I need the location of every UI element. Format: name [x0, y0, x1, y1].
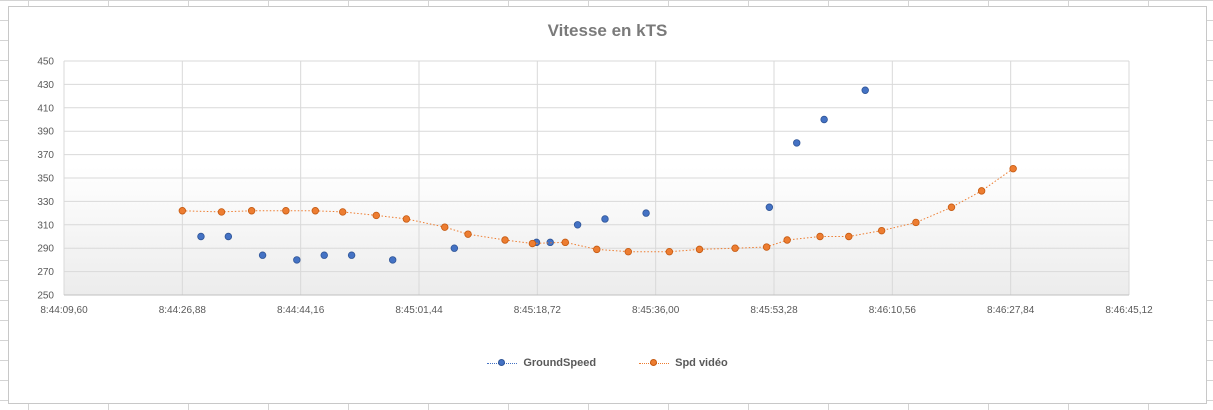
data-point-groundspeed	[347, 251, 356, 259]
data-point-spd-vid-o	[947, 203, 956, 211]
data-point-groundspeed	[293, 256, 301, 264]
data-point-spd-vid-o	[762, 243, 771, 251]
legend-label-spd-video: Spd vidéo	[675, 357, 728, 370]
data-point-spd-vid-o	[1009, 164, 1017, 173]
series-line-spd-vid-o	[182, 168, 1014, 253]
data-point-spd-vid-o	[528, 239, 537, 248]
y-tick-label: 270	[37, 267, 54, 278]
data-point-spd-vid-o	[402, 215, 411, 223]
data-point-spd-vid-o	[441, 223, 449, 231]
y-tick-label: 350	[37, 174, 54, 185]
x-tick-label: 8:45:36,00	[632, 305, 680, 316]
data-point-spd-vid-o	[845, 232, 853, 241]
data-point-groundspeed	[389, 256, 397, 264]
data-point-groundspeed	[861, 86, 869, 94]
data-point-spd-vid-o	[282, 207, 290, 215]
y-tick-label: 390	[37, 127, 54, 138]
data-point-spd-vid-o	[339, 208, 347, 216]
chart-legend: GroundSpeed Spd vidéo	[9, 357, 1206, 369]
data-point-spd-vid-o	[977, 187, 986, 195]
data-point-spd-vid-o	[372, 211, 380, 220]
data-point-groundspeed	[320, 251, 328, 259]
data-point-spd-vid-o	[593, 245, 601, 254]
data-point-spd-vid-o	[561, 238, 569, 247]
x-tick-label: 8:46:45,12	[1105, 305, 1153, 316]
chart-title: Vitesse en kTS	[547, 21, 668, 40]
x-tick-label: 8:44:26,88	[159, 305, 207, 316]
y-tick-label: 410	[37, 103, 54, 114]
y-tick-label: 330	[37, 197, 54, 208]
x-tick-label: 8:45:18,72	[514, 305, 562, 316]
y-tick-label: 250	[37, 291, 54, 302]
x-tick-label: 8:44:44,16	[277, 305, 325, 316]
data-point-groundspeed	[197, 232, 205, 241]
x-tick-label: 8:46:27,84	[987, 305, 1035, 316]
data-point-spd-vid-o	[783, 236, 791, 244]
data-point-spd-vid-o	[464, 230, 472, 238]
data-point-spd-vid-o	[912, 218, 920, 227]
data-point-groundspeed	[765, 203, 774, 211]
data-point-spd-vid-o	[695, 245, 704, 254]
data-point-spd-vid-o	[877, 226, 886, 235]
data-point-groundspeed	[224, 232, 233, 241]
data-point-spd-vid-o	[731, 244, 739, 252]
y-tick-label: 450	[37, 57, 54, 68]
data-point-spd-vid-o	[501, 236, 509, 244]
data-point-spd-vid-o	[665, 248, 674, 256]
x-tick-label: 8:45:01,44	[395, 305, 443, 316]
data-point-groundspeed	[450, 244, 459, 252]
y-tick-label: 290	[37, 244, 54, 255]
data-point-groundspeed	[642, 209, 650, 217]
data-point-spd-vid-o	[311, 207, 320, 215]
legend-item-groundspeed: GroundSpeed	[487, 357, 596, 369]
legend-item-spd-video: Spd vidéo	[639, 357, 728, 369]
data-point-groundspeed	[546, 238, 554, 247]
x-tick-label: 8:44:09,60	[40, 305, 88, 316]
data-point-groundspeed	[820, 115, 828, 124]
x-tick-label: 8:45:53,28	[750, 305, 798, 316]
data-point-groundspeed	[793, 139, 801, 147]
x-tick-label: 8:46:10,56	[869, 305, 917, 316]
data-point-groundspeed	[573, 221, 582, 229]
data-point-spd-vid-o	[624, 248, 632, 256]
data-point-groundspeed	[601, 215, 609, 223]
y-tick-label: 370	[37, 150, 54, 161]
y-tick-label: 430	[37, 80, 54, 91]
data-point-spd-vid-o	[816, 232, 824, 241]
data-point-spd-vid-o	[178, 207, 187, 215]
legend-marker-spd-video	[639, 358, 670, 368]
data-point-groundspeed	[258, 251, 267, 259]
y-tick-label: 310	[37, 220, 54, 231]
data-point-spd-vid-o	[217, 208, 226, 216]
legend-marker-groundspeed	[487, 358, 518, 368]
legend-label-groundspeed: GroundSpeed	[523, 357, 597, 370]
data-point-spd-vid-o	[247, 207, 256, 215]
